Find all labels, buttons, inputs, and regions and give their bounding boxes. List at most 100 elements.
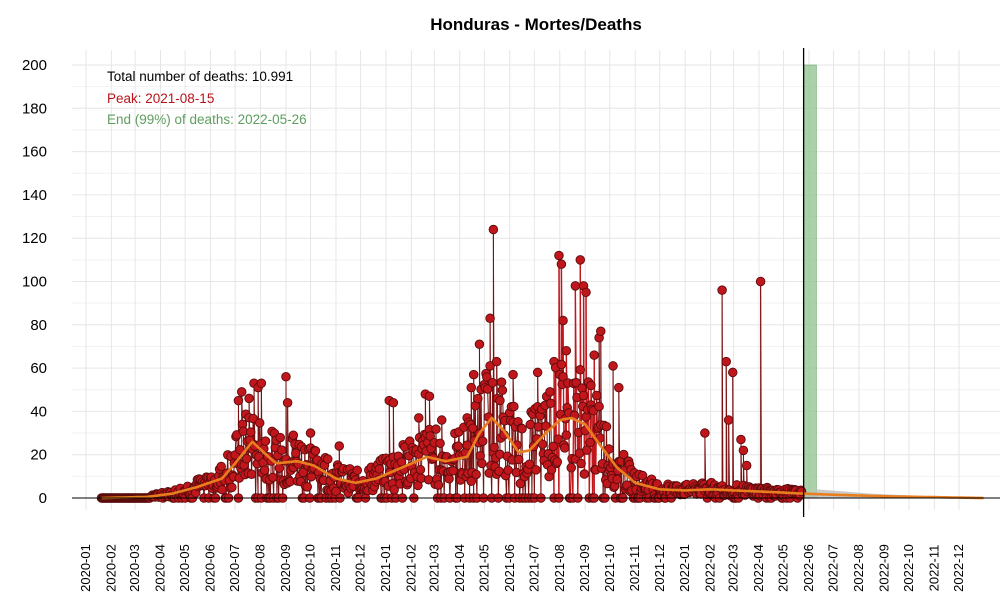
data-point	[485, 361, 495, 371]
x-tick-label: 2020-08	[253, 544, 268, 592]
x-tick-label: 2022-02	[703, 544, 718, 592]
x-tick-label: 2021-06	[502, 544, 517, 592]
y-tick-label: 180	[22, 100, 47, 117]
x-tick-label: 2022-11	[926, 545, 941, 592]
data-point	[741, 460, 752, 471]
data-point	[435, 438, 445, 449]
y-tick-label: 100	[22, 274, 47, 291]
x-tick-label: 2020-12	[353, 544, 368, 592]
data-point	[497, 385, 508, 395]
data-point	[227, 482, 237, 493]
y-tick-label: 140	[22, 187, 47, 204]
stem	[558, 255, 561, 375]
data-point	[515, 478, 526, 489]
data-point	[433, 480, 444, 490]
stem	[725, 361, 728, 494]
data-point	[323, 454, 333, 464]
x-tick-label: 2020-09	[278, 544, 293, 592]
data-point	[474, 339, 485, 350]
data-point	[570, 281, 581, 291]
stem	[704, 433, 707, 488]
data-point	[331, 486, 341, 497]
data-point	[488, 224, 499, 235]
data-point	[477, 458, 487, 469]
data-point	[496, 377, 507, 387]
data-point	[275, 432, 285, 443]
x-tick-label: 2022-10	[901, 544, 916, 592]
data-point	[558, 315, 568, 326]
stem	[441, 420, 444, 457]
data-point	[260, 436, 271, 446]
data-point	[589, 350, 599, 360]
data-point	[575, 365, 586, 375]
x-tick-label: 2021-03	[426, 544, 441, 592]
x-tick-label: 2020-01	[78, 544, 93, 592]
x-tick-label: 2021-01	[378, 544, 393, 592]
data-point	[561, 346, 572, 356]
data-point	[217, 484, 227, 495]
chart-title: Honduras - Mortes/Deaths	[430, 15, 642, 34]
x-tick-label: 2021-05	[476, 544, 491, 592]
stem	[618, 387, 621, 462]
data-point	[282, 397, 293, 408]
forecast-band	[803, 64, 817, 499]
data-point	[723, 415, 734, 425]
data-point	[495, 395, 505, 406]
data-point	[517, 424, 527, 434]
data-point	[453, 441, 463, 451]
stem	[582, 285, 586, 475]
data-point	[288, 430, 299, 440]
data-point	[274, 463, 285, 473]
data-point	[552, 457, 563, 467]
data-point	[466, 382, 476, 393]
data-point	[578, 390, 589, 401]
data-point	[489, 442, 499, 453]
data-point	[541, 421, 551, 431]
y-tick-label: 40	[30, 403, 47, 420]
data-point	[236, 387, 247, 397]
data-point	[581, 287, 591, 298]
data-point	[585, 437, 595, 448]
data-point	[755, 276, 766, 287]
x-tick-label: 2021-07	[526, 544, 541, 592]
data-point	[388, 397, 399, 408]
data-point	[477, 436, 488, 447]
data-point	[537, 439, 548, 449]
data-point	[546, 398, 556, 409]
data-point	[246, 469, 257, 479]
data-point	[245, 427, 256, 437]
data-point	[553, 434, 563, 444]
data-point	[556, 359, 567, 370]
y-tick-label: 200	[22, 57, 47, 74]
y-tick-labels: 0 20 40 60 80 100 120 140 160 180 200	[22, 57, 47, 507]
x-tick-label: 2021-02	[403, 544, 418, 592]
data-point	[485, 313, 495, 324]
data-point	[424, 391, 435, 401]
data-point	[736, 434, 746, 445]
x-tick-label: 2021-08	[552, 544, 567, 592]
data-point	[566, 462, 577, 473]
data-point	[559, 443, 570, 453]
x-tick-label: 2022-09	[876, 544, 891, 592]
x-tick-label: 2020-03	[127, 544, 142, 592]
data-point	[415, 464, 426, 475]
data-point	[425, 431, 435, 441]
x-tick-label: 2020-10	[303, 544, 318, 592]
trend-line	[101, 416, 984, 500]
annotation-total: Total number of deaths: 10.991	[107, 69, 293, 84]
data-point	[310, 446, 321, 456]
x-tick-label: 2020-11	[328, 545, 343, 592]
annotation-end: End (99%) of deaths: 2022-05-26	[107, 112, 307, 127]
data-point	[268, 472, 278, 483]
data-point	[233, 395, 244, 406]
stem	[496, 361, 498, 399]
data-point	[594, 401, 604, 412]
data-point	[717, 285, 727, 295]
data-point	[700, 428, 710, 438]
data-point	[509, 401, 519, 412]
x-tick-label: 2021-12	[652, 544, 667, 592]
x-tick-label: 2020-04	[153, 544, 168, 592]
data-point	[473, 393, 483, 404]
data-point	[494, 466, 504, 476]
data-point	[575, 255, 586, 265]
